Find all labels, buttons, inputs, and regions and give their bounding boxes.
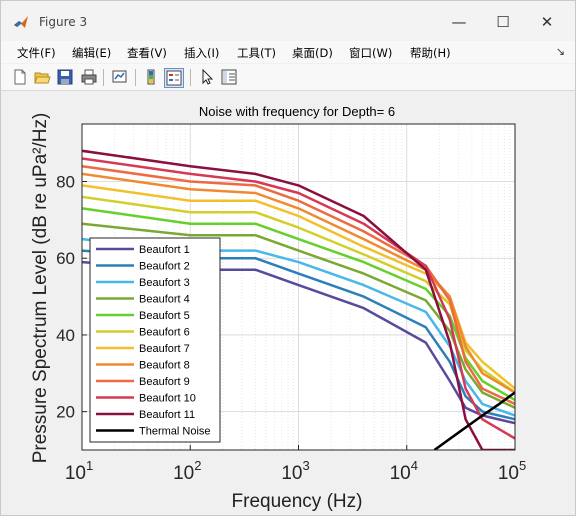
y-tick-label: 40 bbox=[56, 326, 75, 345]
legend-entry-label: Beaufort 7 bbox=[139, 343, 190, 355]
series-line-beaufort-3 bbox=[82, 237, 515, 417]
legend-icon[interactable] bbox=[164, 68, 184, 88]
toolbar-separator bbox=[190, 69, 191, 86]
close-button[interactable]: ✕ bbox=[540, 13, 554, 31]
minimize-button[interactable]: — bbox=[451, 13, 467, 31]
toolbar-separator bbox=[103, 69, 104, 86]
menubar-overflow-arrow[interactable]: ↘ bbox=[555, 45, 565, 58]
chart-title: Noise with frequency for Depth= 6 bbox=[199, 104, 395, 119]
x-tick-label: 103 bbox=[281, 458, 309, 484]
menu-help[interactable]: 帮助(H) bbox=[410, 46, 451, 60]
series-line-beaufort-5 bbox=[82, 207, 515, 402]
series-line-beaufort-8 bbox=[82, 172, 515, 394]
new-figure-icon[interactable] bbox=[11, 68, 29, 86]
y-tick-label: 80 bbox=[56, 173, 75, 192]
y-axis-label: Pressure Spectrum Level (dB re uPa²/Hz) bbox=[30, 113, 51, 464]
legend-entry-label: Beaufort 6 bbox=[139, 327, 190, 339]
x-tick-label: 102 bbox=[173, 458, 201, 484]
toolbar-separator bbox=[135, 69, 136, 86]
window-title: Figure 3 bbox=[39, 15, 88, 29]
menu-file[interactable]: 文件(F) bbox=[17, 46, 56, 60]
series-line-beaufort-9 bbox=[82, 164, 515, 406]
toolbar bbox=[1, 64, 575, 91]
series-line-beaufort-7 bbox=[82, 184, 515, 390]
legend-entry-label: Beaufort 9 bbox=[139, 376, 190, 388]
legend-entry-label: Beaufort 11 bbox=[139, 409, 195, 421]
x-tick-label: 104 bbox=[390, 458, 418, 484]
x-axis-label: Frequency (Hz) bbox=[232, 491, 363, 512]
legend-entry-label: Beaufort 10 bbox=[139, 393, 196, 405]
x-tick-label: 105 bbox=[498, 458, 526, 484]
series-line-beaufort-10 bbox=[82, 157, 515, 440]
legend-entry-label: Beaufort 2 bbox=[139, 261, 190, 273]
menu-view[interactable]: 查看(V) bbox=[127, 46, 167, 60]
legend-entry-label: Beaufort 5 bbox=[139, 310, 190, 322]
edit-plot-pointer-icon[interactable] bbox=[198, 68, 216, 86]
y-tick-label: 20 bbox=[56, 403, 75, 422]
link-plot-icon[interactable] bbox=[111, 68, 129, 86]
property-inspector-icon[interactable] bbox=[220, 68, 238, 86]
open-file-icon[interactable] bbox=[33, 68, 51, 86]
y-tick-label: 60 bbox=[56, 249, 75, 268]
save-icon[interactable] bbox=[56, 68, 74, 86]
legend-entry-label: Beaufort 3 bbox=[139, 277, 190, 289]
legend-entry-label: Beaufort 8 bbox=[139, 360, 190, 372]
title-bar[interactable]: Figure 3 — ☐ ✕ bbox=[1, 1, 575, 41]
legend-entry-label: Thermal Noise bbox=[139, 426, 211, 438]
series-line-beaufort-11 bbox=[82, 149, 515, 450]
menu-bar: 文件(F) 编辑(E) 查看(V) 插入(I) 工具(T) 桌面(D) 窗口(W… bbox=[1, 41, 575, 63]
menu-desktop[interactable]: 桌面(D) bbox=[292, 46, 333, 60]
matlab-logo-icon bbox=[14, 16, 28, 28]
menu-tools[interactable]: 工具(T) bbox=[237, 46, 276, 60]
legend-entry-label: Beaufort 1 bbox=[139, 244, 190, 256]
print-icon[interactable] bbox=[80, 68, 98, 86]
colorbar-icon[interactable] bbox=[142, 68, 160, 86]
menu-edit[interactable]: 编辑(E) bbox=[72, 46, 112, 60]
series-line-beaufort-4 bbox=[82, 222, 515, 409]
menu-insert[interactable]: 插入(I) bbox=[184, 46, 220, 60]
legend-box[interactable] bbox=[89, 237, 221, 443]
menu-window[interactable]: 窗口(W) bbox=[349, 46, 393, 60]
series-line-beaufort-1 bbox=[82, 260, 515, 425]
series-line-thermal-noise bbox=[433, 391, 515, 450]
x-tick-label: 101 bbox=[65, 458, 93, 484]
maximize-button[interactable]: ☐ bbox=[496, 13, 510, 31]
legend-entry-label: Beaufort 4 bbox=[139, 294, 190, 306]
